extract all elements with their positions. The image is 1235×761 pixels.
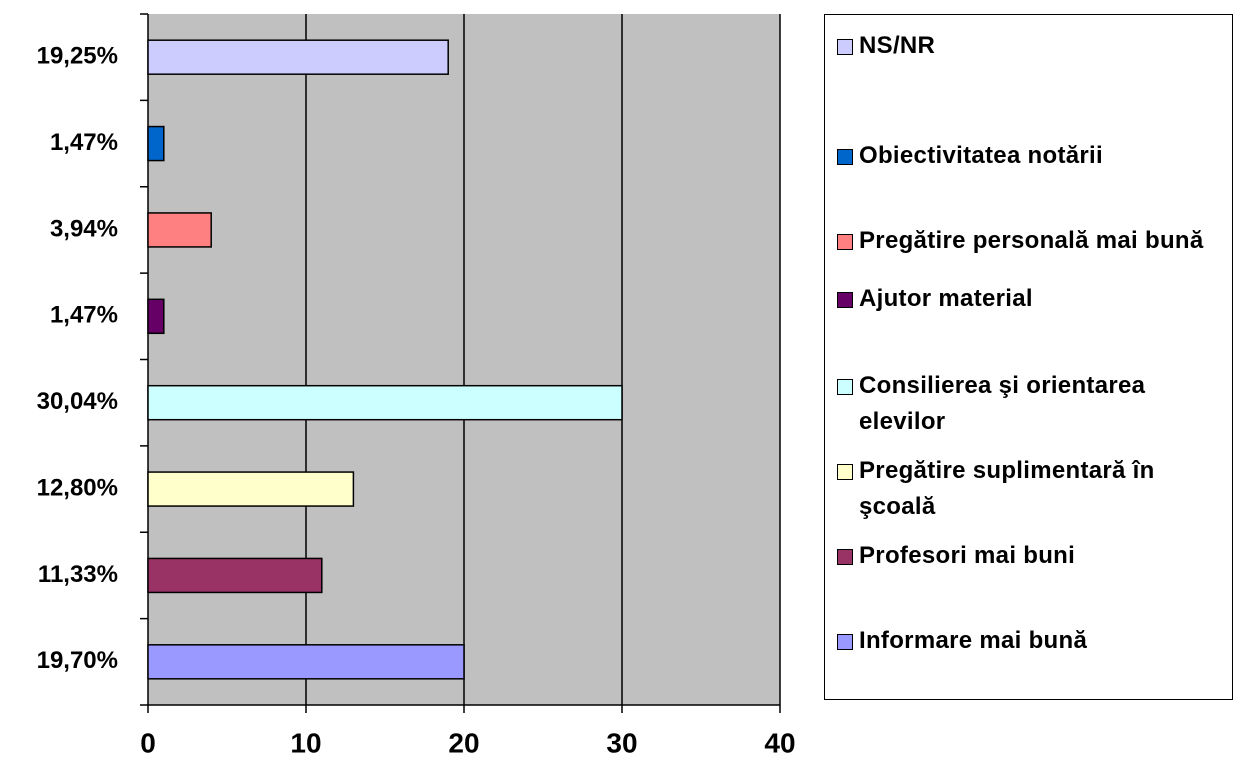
legend-swatch bbox=[837, 379, 853, 395]
bar bbox=[147, 644, 465, 680]
bar bbox=[147, 471, 355, 507]
x-tick-label: 10 bbox=[290, 727, 321, 758]
bar bbox=[147, 298, 165, 335]
legend-entry: Informare mai bună bbox=[837, 623, 1229, 659]
y-tick-label: 3,94% bbox=[50, 215, 118, 242]
legend-entry: Consilierea şi orientarea elevilor bbox=[837, 368, 1229, 440]
legend-entry: Pregătire suplimentară în şcoală bbox=[837, 453, 1229, 525]
legend-entry: Pregătire personală mai bună bbox=[837, 223, 1229, 259]
legend-entry: NS/NR bbox=[837, 28, 1229, 64]
legend: NS/NR Obiectivitatea notării Pregătire per… bbox=[824, 14, 1233, 700]
legend-swatch bbox=[837, 464, 853, 480]
x-tick-label: 40 bbox=[764, 727, 795, 758]
legend-swatch bbox=[837, 234, 853, 250]
x-tick-label: 30 bbox=[606, 727, 637, 758]
legend-label: Informare mai bună bbox=[859, 627, 1088, 654]
legend-label: Consilierea şi orientarea elevilor bbox=[859, 372, 1146, 435]
x-tick-label: 20 bbox=[448, 727, 479, 758]
bar bbox=[147, 557, 323, 594]
y-tick-label: 1,47% bbox=[50, 129, 118, 156]
y-tick-label: 19,25% bbox=[37, 43, 118, 70]
y-tick-label: 11,33% bbox=[38, 561, 118, 588]
legend-swatch bbox=[837, 292, 853, 308]
legend-swatch bbox=[837, 39, 853, 55]
legend-entry: Ajutor material bbox=[837, 281, 1229, 317]
legend-label: NS/NR bbox=[859, 32, 936, 59]
y-tick-label: 19,70% bbox=[37, 647, 118, 674]
legend-label: Obiectivitatea notării bbox=[859, 142, 1103, 169]
legend-entry: Obiectivitatea notării bbox=[837, 138, 1229, 174]
bar bbox=[147, 212, 212, 248]
legend-label: Ajutor material bbox=[859, 285, 1033, 312]
y-tick-label: 1,47% bbox=[50, 302, 118, 329]
legend-swatch bbox=[837, 149, 853, 165]
bar bbox=[147, 384, 623, 421]
legend-label: Pregătire personală mai bună bbox=[859, 227, 1204, 254]
legend-entry: Profesori mai buni bbox=[837, 538, 1229, 574]
y-tick-label: 12,80% bbox=[37, 474, 118, 501]
legend-swatch bbox=[837, 634, 853, 650]
bar bbox=[147, 125, 165, 162]
bar bbox=[147, 39, 449, 75]
legend-label: Pregătire suplimentară în şcoală bbox=[859, 457, 1155, 520]
legend-label: Profesori mai buni bbox=[859, 542, 1076, 569]
y-tick-label: 30,04% bbox=[37, 388, 118, 415]
x-tick-label: 0 bbox=[140, 727, 156, 758]
legend-swatch bbox=[837, 549, 853, 565]
